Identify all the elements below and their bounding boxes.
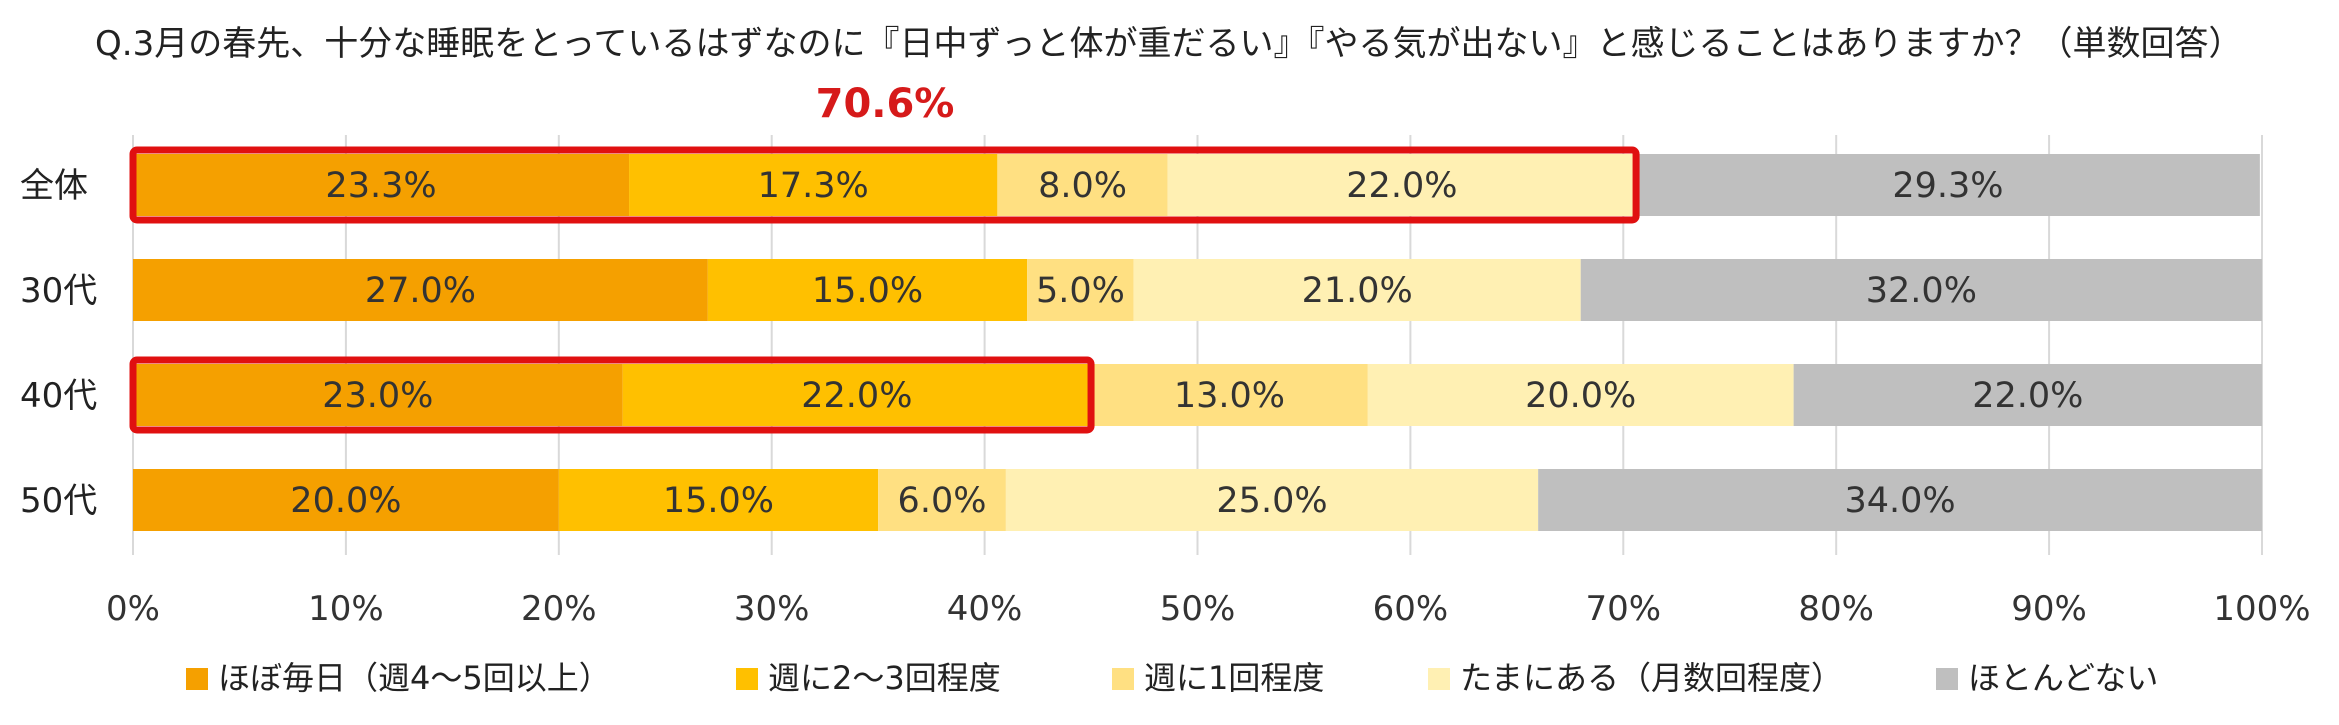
bars: 23.3% 17.3% 8.0% 22.0% 29.3% 27.0% 15.0% 5.0% 21…	[133, 154, 2262, 531]
bar-value-label: 15.0%	[663, 481, 774, 521]
highlight-box	[129, 146, 1640, 224]
x-tick-label: 70%	[1586, 589, 1662, 629]
x-tick-label: 40%	[947, 589, 1023, 629]
bar-value-label: 15.0%	[812, 271, 923, 311]
x-tick-label: 30%	[734, 589, 810, 629]
category-labels: 全体 30代 40代 50代	[20, 166, 97, 521]
bar-segment	[1167, 154, 1637, 216]
bar-segment	[997, 154, 1168, 216]
x-tick-label: 20%	[521, 589, 597, 629]
legend-label: ほぼ毎日（週4〜5回以上）	[218, 659, 611, 697]
legend-swatch	[736, 668, 758, 690]
bar-value-label: 27.0%	[365, 271, 476, 311]
x-tick-label: 50%	[1160, 589, 1236, 629]
category-label: 全体	[20, 166, 88, 206]
bar-value-label: 6.0%	[898, 481, 987, 521]
legend-swatch	[1428, 668, 1450, 690]
x-tick-label: 60%	[1373, 589, 1449, 629]
bar-value-label: 8.0%	[1038, 166, 1127, 206]
bar-segment	[133, 259, 708, 321]
bar-value-label: 17.3%	[758, 166, 869, 206]
bar-segment	[1027, 259, 1134, 321]
bar-segment	[1538, 469, 2262, 531]
bar-segment	[878, 469, 1006, 531]
bar-segment	[1133, 259, 1581, 321]
bar-segment	[1367, 364, 1794, 426]
legend: ほぼ毎日（週4〜5回以上） 週に2〜3回程度 週に1回程度 たまにある（月数回程度） ほ…	[186, 659, 2158, 697]
bar-segment	[133, 469, 559, 531]
bar-segment	[629, 154, 998, 216]
x-tick-label: 90%	[2011, 589, 2087, 629]
highlight-total-label: 70.6%	[816, 81, 955, 127]
category-label: 30代	[20, 271, 97, 311]
bar-value-label: 13.0%	[1174, 376, 1285, 416]
category-label: 40代	[20, 376, 97, 416]
bar-segment	[707, 259, 1028, 321]
bar-value-label: 32.0%	[1866, 271, 1977, 311]
category-label: 50代	[20, 481, 97, 521]
bar-value-label: 22.0%	[801, 376, 912, 416]
highlight-box	[129, 356, 1095, 434]
legend-swatch	[186, 668, 208, 690]
bar-segment	[1636, 154, 2260, 216]
legend-swatch	[1112, 668, 1134, 690]
x-tick-label: 0%	[106, 589, 160, 629]
legend-label: 週に1回程度	[1144, 659, 1324, 697]
bar-value-label: 20.0%	[1525, 376, 1636, 416]
bar-value-label: 21.0%	[1302, 271, 1413, 311]
bar-value-label: 29.3%	[1892, 166, 2003, 206]
highlight-boxes	[129, 146, 1640, 434]
bar-segment	[1580, 259, 2262, 321]
bar-value-label: 22.0%	[1972, 376, 2083, 416]
chart-title: Q.3月の春先、十分な睡眠をとっているはずなのに『日中ずっと体が重だるい』『やる…	[95, 24, 2242, 64]
legend-label: 週に2〜3回程度	[768, 659, 1001, 697]
bar-segment	[1793, 364, 2262, 426]
legend-swatch	[1936, 668, 1958, 690]
x-axis-ticks: 0% 10% 20% 30% 40% 50% 60% 70% 80% 90% 100%	[106, 589, 2311, 629]
bar-value-label: 23.3%	[325, 166, 436, 206]
bar-segment	[558, 469, 879, 531]
x-tick-label: 80%	[1798, 589, 1874, 629]
bar-segment	[1091, 364, 1368, 426]
legend-label: ほとんどない	[1968, 659, 2158, 697]
bar-segment	[1005, 469, 1539, 531]
bar-value-label: 34.0%	[1844, 481, 1955, 521]
bar-value-label: 20.0%	[290, 481, 401, 521]
bar-segment	[133, 364, 623, 426]
bar-value-label: 23.0%	[322, 376, 433, 416]
bar-value-label: 25.0%	[1216, 481, 1327, 521]
bar-segment	[133, 154, 630, 216]
x-tick-label: 100%	[2213, 589, 2310, 629]
bar-value-label: 22.0%	[1346, 166, 1457, 206]
bar-segment	[622, 364, 1092, 426]
legend-label: たまにある（月数回程度）	[1460, 659, 1843, 697]
x-tick-label: 10%	[308, 589, 384, 629]
bar-value-label: 5.0%	[1036, 271, 1125, 311]
